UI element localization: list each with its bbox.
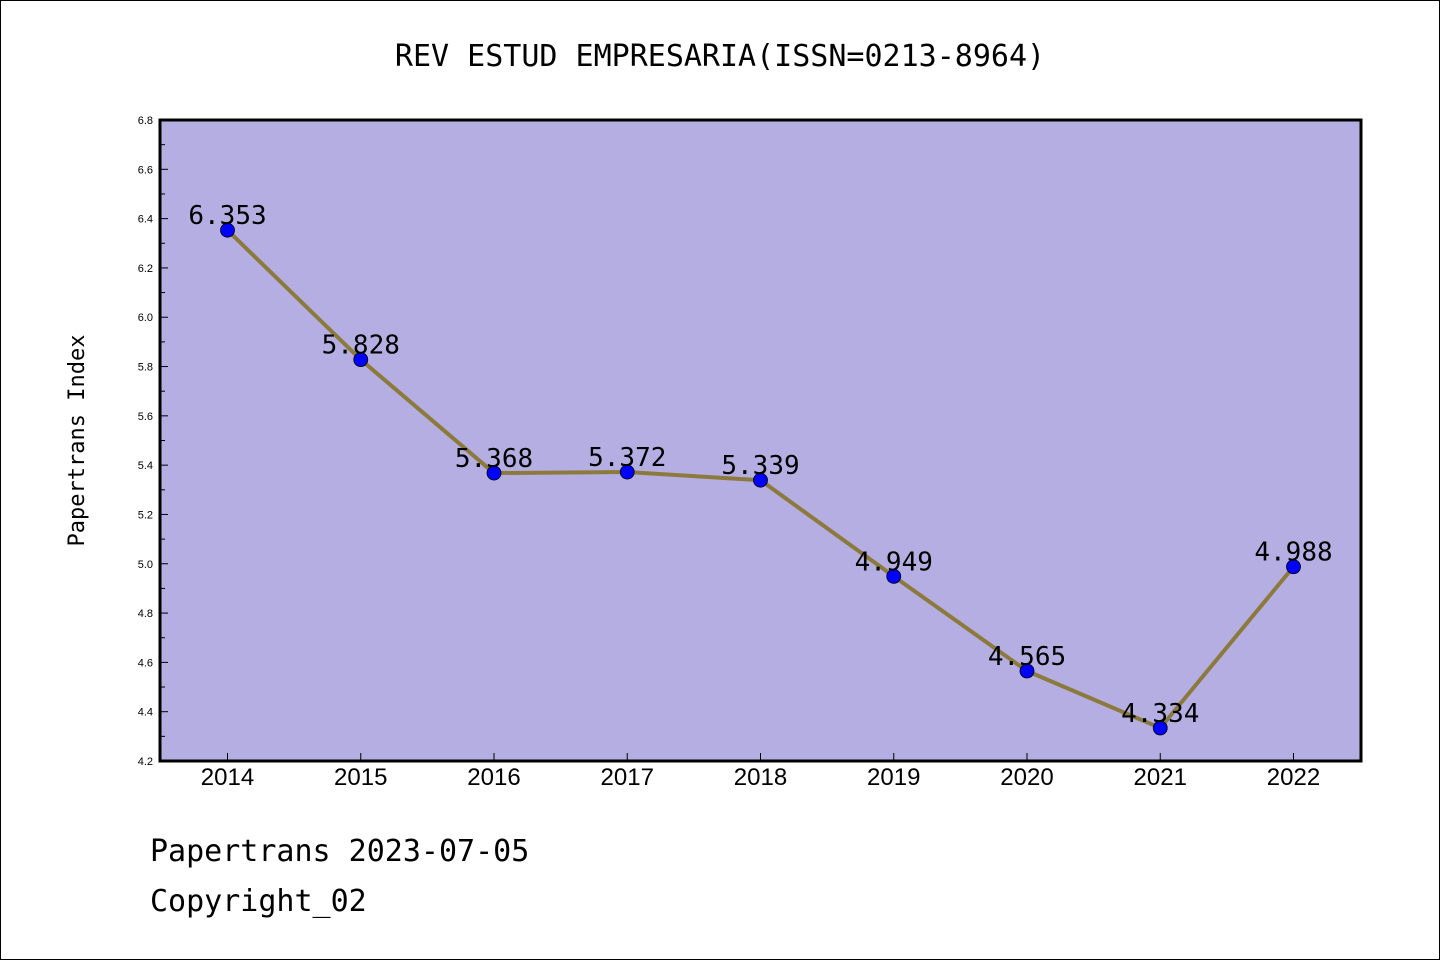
data-label: 6.353: [188, 201, 266, 231]
data-point: [1286, 559, 1301, 575]
data-label: 5.828: [322, 331, 400, 361]
data-point: [353, 352, 369, 368]
y-tick-label: 5.8: [138, 362, 153, 374]
y-tick-label: 4.2: [138, 756, 153, 768]
data-label: 4.334: [1121, 699, 1199, 729]
x-tick-label: 2016: [467, 764, 520, 791]
x-tick-label: 2014: [201, 764, 254, 791]
data-label: 5.372: [588, 443, 666, 473]
data-label: 4.949: [855, 547, 933, 577]
x-tick-label: 2021: [1134, 764, 1187, 791]
footer-source: Papertrans 2023-07-05: [150, 834, 530, 869]
footer-copyright: Copyright_02: [150, 884, 367, 919]
data-point: [753, 472, 768, 488]
y-tick-label: 6.4: [138, 214, 153, 226]
series-group: 6.353 5.828 5.368 5.372 5.339 4.949 4.565 4.334…: [188, 201, 1333, 736]
y-tick-label: 6.6: [138, 164, 153, 176]
data-label: 4.988: [1254, 538, 1332, 568]
data-label: 5.368: [455, 444, 533, 474]
plot-area: [160, 120, 1361, 761]
data-label: 5.339: [721, 451, 799, 481]
x-tick-label: 2018: [734, 764, 787, 791]
plot-border: [158, 118, 1363, 763]
y-tick-label: 6.0: [138, 312, 153, 324]
x-axis: 2014 2015 2016 2017 2018 2019 2020 2021 2022: [201, 753, 1320, 791]
y-tick-label: 4.8: [138, 608, 153, 620]
y-tick-label: 5.4: [138, 460, 153, 472]
y-tick-label: 6.8: [138, 115, 153, 127]
x-tick-label: 2015: [334, 764, 387, 791]
y-tick-label: 5.0: [138, 559, 153, 571]
y-tick-label: 5.6: [138, 411, 153, 423]
x-tick-label: 2017: [601, 764, 654, 791]
y-tick-label: 6.2: [138, 263, 153, 275]
data-point: [1019, 663, 1035, 679]
y-tick-label: 4.4: [138, 707, 153, 719]
data-point: [886, 568, 902, 584]
data-point: [486, 465, 502, 481]
y-axis-label: Papertrans Index: [65, 335, 90, 547]
data-point: [220, 222, 235, 238]
y-tick-label: 5.2: [138, 509, 153, 521]
data-point: [619, 464, 635, 480]
chart-title: REV ESTUD EMPRESARIA(ISSN=0213-8964): [395, 39, 1045, 74]
x-tick-label: 2022: [1267, 764, 1320, 791]
x-tick-label: 2019: [867, 764, 920, 791]
x-tick-label: 2020: [1000, 764, 1053, 791]
data-point: [1152, 720, 1168, 736]
y-tick-label: 4.6: [138, 657, 153, 669]
data-label: 4.565: [988, 642, 1066, 672]
